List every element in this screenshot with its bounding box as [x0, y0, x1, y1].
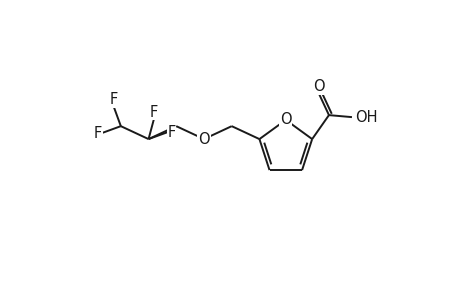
Text: F: F — [110, 92, 118, 107]
Text: F: F — [94, 125, 102, 140]
Text: F: F — [167, 125, 175, 140]
Text: O: O — [313, 79, 325, 94]
Text: OH: OH — [354, 110, 377, 124]
Text: O: O — [280, 112, 291, 128]
Text: F: F — [149, 105, 157, 120]
Text: O: O — [198, 132, 209, 147]
